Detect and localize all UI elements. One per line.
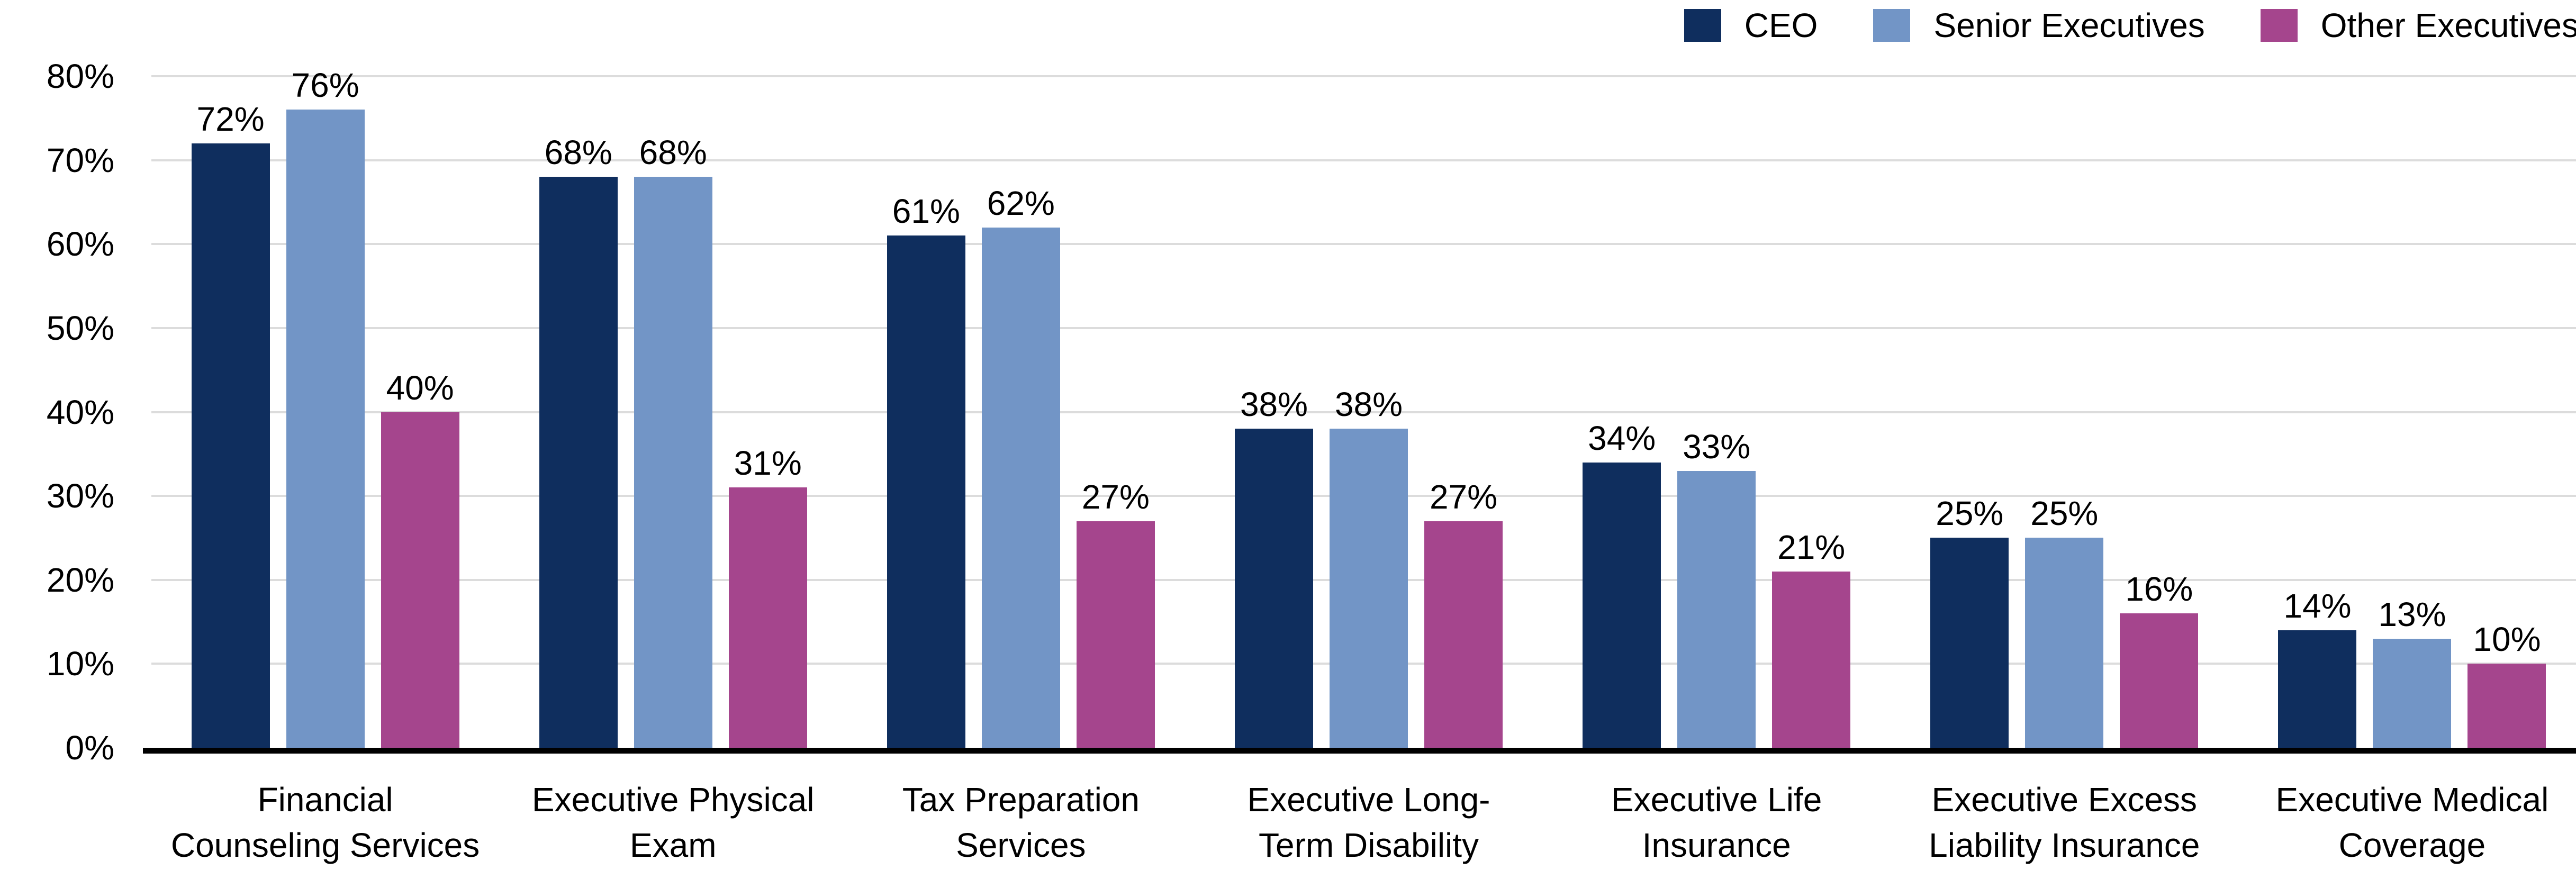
gridline (151, 327, 2576, 329)
gridline (151, 243, 2576, 246)
bar-value-label: 61% (892, 192, 960, 231)
bar (2025, 538, 2104, 748)
bar-value-label: 62% (987, 184, 1055, 222)
bar (2120, 613, 2199, 748)
bar-value-label: 31% (734, 444, 802, 483)
bar-value-label: 13% (2378, 595, 2446, 633)
bar-value-label: 16% (2125, 570, 2193, 609)
bar (1424, 521, 1503, 748)
bar-value-label: 27% (1081, 477, 1150, 516)
x-axis-line (143, 748, 2576, 754)
bar (191, 143, 270, 748)
chart-legend: CEO Senior Executives Other Executives (1684, 8, 2576, 42)
bar-value-label: 34% (1588, 419, 1656, 457)
legend-item-senior-executives: Senior Executives (1873, 6, 2205, 44)
bar-value-label: 72% (196, 99, 265, 138)
legend-swatch-other-executives (2260, 9, 2298, 42)
bar (2467, 664, 2546, 748)
bar (1076, 521, 1155, 748)
y-tick-label: 60% (46, 225, 114, 264)
category-label: Financial Counseling Services (170, 781, 480, 864)
gridline (151, 159, 2576, 161)
bar (1677, 470, 1756, 748)
gridline (151, 411, 2576, 413)
bar (2278, 630, 2357, 748)
legend-item-ceo: CEO (1684, 8, 1818, 42)
bar-value-label: 10% (2473, 620, 2541, 659)
category-label: Tax Preparation Services (902, 781, 1140, 864)
bar (286, 110, 365, 748)
legend-label-other-executives: Other Executives (2320, 6, 2576, 44)
y-tick-label: 50% (46, 309, 114, 347)
bar (634, 177, 712, 748)
bar (887, 235, 965, 748)
bar-value-label: 38% (1334, 385, 1403, 424)
bar (2373, 638, 2452, 748)
category-label: Executive Life Insurance (1611, 781, 1822, 864)
gridline (151, 75, 2576, 77)
y-tick-label: 40% (46, 393, 114, 431)
bar-value-label: 40% (386, 368, 454, 407)
category-label: Executive Medical Coverage (2275, 781, 2549, 864)
bar (1583, 462, 1661, 748)
bar (728, 487, 807, 748)
y-tick-label: 80% (46, 57, 114, 95)
bar (539, 177, 618, 748)
y-tick-label: 0% (65, 729, 115, 767)
bar (1930, 538, 2009, 748)
legend-swatch-ceo (1684, 9, 1721, 42)
bar-value-label: 68% (639, 133, 707, 172)
bar-value-label: 25% (2030, 494, 2099, 533)
category-label: Executive Excess Liability Insurance (1929, 781, 2200, 864)
y-tick-label: 10% (46, 645, 114, 683)
legend-item-other-executives: Other Executives (2260, 6, 2576, 44)
y-tick-label: 20% (46, 560, 114, 599)
bar-value-label: 38% (1240, 385, 1308, 424)
bar-value-label: 25% (1936, 494, 2004, 533)
bar-value-label: 33% (1683, 427, 1751, 466)
bar (981, 227, 1060, 748)
bar (1772, 571, 1851, 748)
bar-value-label: 68% (544, 133, 612, 172)
y-tick-label: 70% (46, 141, 114, 179)
legend-swatch-senior-executives (1873, 9, 1911, 42)
bar-chart: CEO Senior Executives Other Executives 0… (21, 8, 2576, 879)
bar-value-label: 27% (1429, 477, 1498, 516)
bar-value-label: 14% (2283, 586, 2352, 625)
bar (381, 412, 459, 748)
y-tick-label: 30% (46, 477, 114, 515)
bar (1235, 429, 1313, 748)
legend-label-ceo: CEO (1744, 6, 1818, 44)
category-label: Executive Physical Exam (531, 781, 815, 864)
category-label: Executive Long- Term Disability (1247, 781, 1490, 864)
bar (1330, 429, 1408, 748)
bar-value-label: 21% (1777, 528, 1846, 566)
bar-value-label: 76% (291, 66, 359, 105)
legend-label-senior-executives: Senior Executives (1933, 6, 2205, 44)
